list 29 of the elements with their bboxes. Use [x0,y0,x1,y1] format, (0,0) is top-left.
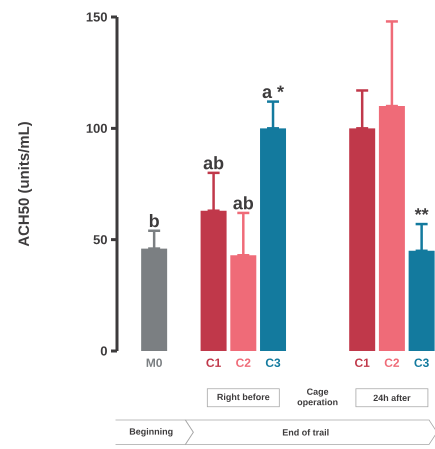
bar [200,210,227,351]
data-label: ab [204,156,224,170]
y-tick-label: 0 [100,346,107,356]
x-tick-label: C1 [206,358,221,367]
bar [408,250,435,351]
y-tick-label: 100 [86,124,107,133]
data-label: ab [233,196,254,210]
text: Cage operation [298,388,338,408]
bar [378,106,405,351]
text: Beginning [130,428,172,436]
text: End of trail [282,428,328,436]
x-tick-label: C3 [414,358,429,367]
y-axis-title: ACH50 (units/mL) [18,122,32,246]
x-tick-label: C2 [384,358,400,367]
text: 24h after [374,394,410,402]
bar [141,248,168,351]
y-tick-label: 50 [93,235,107,244]
data-label: ** [414,208,429,215]
x-tick-label: C1 [355,358,370,367]
bar [349,128,376,351]
y-tick-label: 150 [86,12,107,22]
x-tick-label: M0 [146,358,162,367]
x-tick-label: C2 [236,358,250,367]
text: Right before [218,394,270,402]
x-tick-label: C3 [266,358,280,367]
bar [260,128,286,351]
data-label: b [150,214,159,228]
bar [230,255,256,351]
data-label: a * [262,86,284,98]
